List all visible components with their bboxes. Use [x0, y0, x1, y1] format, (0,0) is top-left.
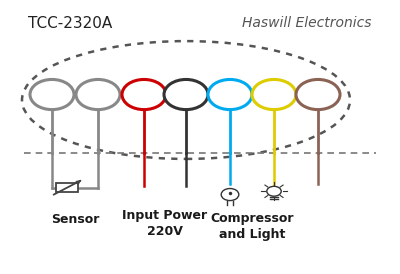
- Text: Input Power
220V: Input Power 220V: [122, 209, 208, 238]
- Text: Compressor
and Light: Compressor and Light: [210, 212, 294, 241]
- Bar: [56, 183, 78, 192]
- Circle shape: [164, 79, 208, 110]
- Circle shape: [252, 79, 296, 110]
- Text: Sensor: Sensor: [51, 213, 99, 226]
- Circle shape: [221, 189, 239, 201]
- Circle shape: [122, 79, 166, 110]
- Text: TCC-2320A: TCC-2320A: [28, 16, 112, 31]
- Circle shape: [208, 79, 252, 110]
- Circle shape: [267, 186, 281, 196]
- Circle shape: [30, 79, 74, 110]
- Text: Haswill Electronics: Haswill Electronics: [242, 16, 372, 30]
- Circle shape: [296, 79, 340, 110]
- Circle shape: [76, 79, 120, 110]
